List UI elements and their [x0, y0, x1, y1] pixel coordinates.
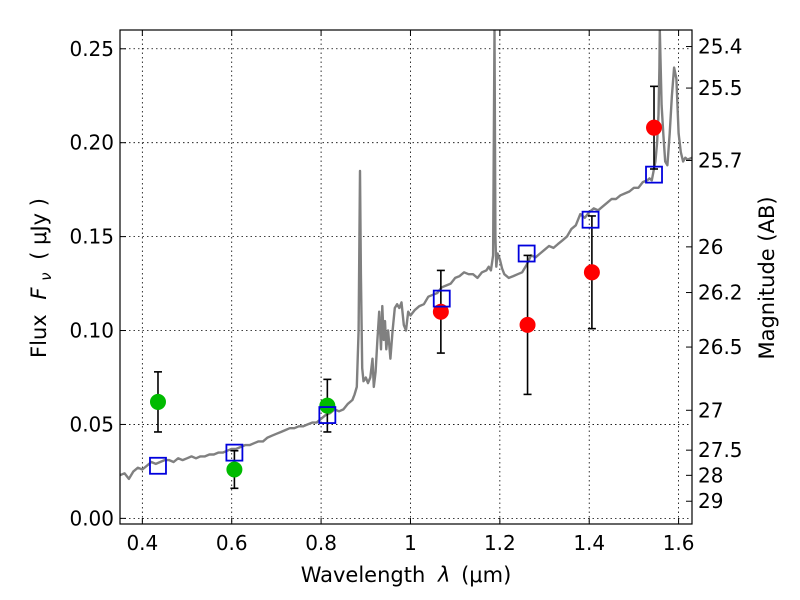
mag-tick-label: 26 — [698, 235, 723, 259]
model-square — [581, 210, 600, 229]
points-layer — [149, 85, 663, 490]
mag-tick-label: 26.5 — [698, 335, 743, 359]
y-tick-label: 0.20 — [69, 131, 114, 155]
x-tick-label: 1.4 — [573, 531, 605, 555]
model-square — [225, 443, 244, 462]
y-tick-label: 0.10 — [69, 319, 114, 343]
mag-tick-label: 25.4 — [698, 35, 743, 59]
data-point — [149, 393, 166, 410]
data-point — [226, 461, 243, 478]
y-axis-label-text: Flux — [27, 314, 51, 358]
tick-labels: 0.4 0.6 0.8 1 1.2 1.4 1.6 0.00 0.05 0.10 0.15 0.20 0… — [69, 35, 742, 555]
y2-axis-label: Magnitude (AB) — [755, 196, 779, 359]
x-axis-label-unit: (μm) — [461, 563, 511, 587]
x-tick-label: 1 — [404, 531, 417, 555]
data-point — [519, 316, 536, 333]
x-tick-label: 1.2 — [484, 531, 516, 555]
y-tick-label: 0.25 — [69, 37, 114, 61]
plot-frame — [119, 29, 693, 525]
model-square — [318, 406, 337, 424]
spectrum-layer — [120, 30, 692, 481]
mag-tick-label: 27 — [698, 398, 723, 422]
mag-tick-label: 26.2 — [698, 281, 743, 305]
mag-tick-label: 25.7 — [698, 148, 743, 172]
y-tick-label: 0.00 — [69, 506, 114, 530]
spectrum-line — [120, 30, 692, 481]
y-axis-label-subscript: ν — [37, 272, 55, 280]
data-point — [646, 119, 663, 136]
y-tick-label: 0.05 — [69, 412, 114, 436]
mag-tick-label: 29 — [698, 489, 723, 513]
x-tick-label: 0.4 — [126, 531, 158, 555]
mag-tick-label: 28 — [698, 463, 723, 487]
x-axis-label-text: Wavelength — [301, 563, 426, 587]
ticks — [120, 30, 692, 524]
x-tick-label: 0.8 — [305, 531, 337, 555]
data-point — [432, 303, 449, 320]
data-point — [583, 264, 600, 281]
x-axis-label-symbol: λ — [437, 563, 450, 587]
y-axis-label: Flux F ν ( μJy ) — [27, 198, 56, 358]
model-square — [149, 456, 167, 475]
data-point — [319, 397, 336, 414]
x-tick-label: 0.6 — [216, 531, 248, 555]
model-square — [645, 165, 663, 184]
y-tick-label: 0.15 — [69, 225, 114, 249]
x-axis-label: Wavelength λ (μm) — [301, 563, 512, 587]
model-square — [432, 289, 451, 308]
y-axis-label-unit: ( μJy ) — [27, 198, 51, 260]
y-axis-label-symbol: F — [27, 287, 51, 300]
mag-tick-label: 25.5 — [698, 76, 743, 100]
mag-tick-label: 27.5 — [698, 438, 743, 462]
model-square — [517, 244, 536, 263]
x-tick-label: 1.6 — [663, 531, 695, 555]
